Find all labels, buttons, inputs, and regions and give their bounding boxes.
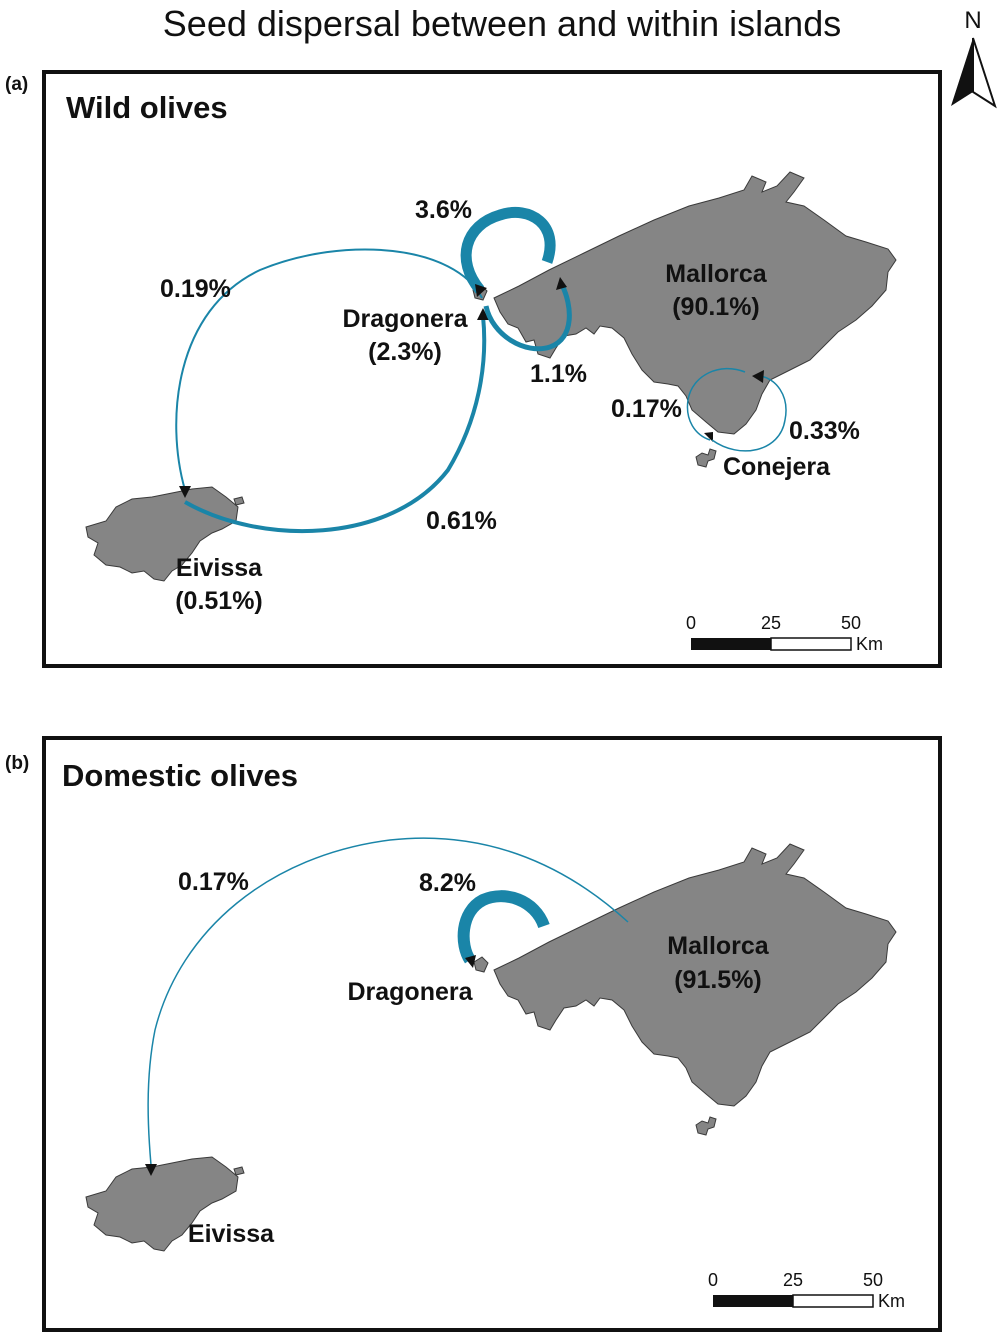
flow-line <box>686 367 746 441</box>
dragonera-share: (2.3%) <box>368 338 442 366</box>
eivissa-label: Eivissa <box>188 1220 275 1248</box>
dragonera-label: Dragonera <box>342 305 468 333</box>
flow-label: 0.19% <box>160 275 231 303</box>
flow-line <box>711 375 787 452</box>
conejera-label: Conejera <box>723 453 831 481</box>
arrow-head-icon <box>752 370 764 383</box>
conejera-island <box>695 448 717 468</box>
flow-label: 0.17% <box>178 868 249 896</box>
north-arrow-icon <box>951 37 997 109</box>
dragonera-island <box>473 956 489 973</box>
mallorca-label: Mallorca <box>665 260 768 288</box>
arrow-head-icon <box>465 955 476 968</box>
panel-b-frame <box>42 736 942 1332</box>
flow-label: 8.2% <box>419 869 476 897</box>
mallorca-share: (91.5%) <box>674 966 762 994</box>
flow-label: 0.33% <box>789 417 860 445</box>
scale-tick: 0 <box>708 1270 718 1290</box>
conejera-island <box>695 1116 717 1136</box>
flow-label: 1.1% <box>530 360 587 388</box>
mallorca-share: (90.1%) <box>672 293 760 321</box>
mallorca-label: Mallorca <box>667 932 770 960</box>
flow-label: 0.17% <box>611 395 682 423</box>
dragonera-label: Dragonera <box>347 978 473 1006</box>
north-label: N <box>964 7 981 34</box>
scale-tick: 0 <box>686 613 696 633</box>
arrow-head-icon <box>179 486 191 498</box>
scale-bar: 0 25 50 Km <box>686 613 883 654</box>
flow-label: 0.61% <box>426 507 497 535</box>
flow-line <box>184 315 487 534</box>
eivissa-label: Eivissa <box>176 554 263 582</box>
panel-a-label: (a) <box>5 74 28 95</box>
eivissa-share: (0.51%) <box>175 587 263 615</box>
flow-line <box>147 837 629 1166</box>
panel-b: (b) Domestic olives Mallorca (91.5%) Dra… <box>5 736 942 1332</box>
scale-bar: 0 25 50 Km <box>708 1270 905 1311</box>
arrow-head-icon <box>704 432 713 442</box>
flow-line <box>460 206 556 294</box>
panel-b-title: Domestic olives <box>62 758 298 793</box>
scale-tick: 50 <box>841 613 861 633</box>
panel-b-label: (b) <box>5 753 29 774</box>
arrow-head-icon <box>556 277 567 290</box>
flow-line <box>175 248 483 491</box>
arrow-head-icon <box>475 284 487 297</box>
figure-title: Seed dispersal between and within island… <box>163 3 841 44</box>
scale-unit: Km <box>856 634 883 654</box>
flow-line <box>483 283 572 352</box>
panel-a-title: Wild olives <box>66 90 228 125</box>
scale-tick: 50 <box>863 1270 883 1290</box>
panel-a: (a) Wild olives Mallorca (90.1%) Dragone… <box>5 70 942 668</box>
scale-tick: 25 <box>783 1270 803 1290</box>
arrow-head-icon <box>477 308 489 320</box>
scale-tick: 25 <box>761 613 781 633</box>
flow-line <box>457 890 550 964</box>
arrow-head-icon <box>145 1164 157 1176</box>
scale-unit: Km <box>878 1291 905 1311</box>
panel-a-frame <box>42 70 942 668</box>
flow-label: 3.6% <box>415 196 472 224</box>
